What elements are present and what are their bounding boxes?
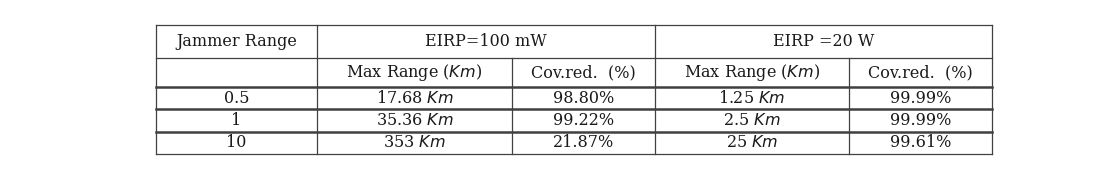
Text: Max Range ($Km$): Max Range ($Km$) — [684, 62, 820, 83]
Text: 98.80%: 98.80% — [552, 90, 614, 107]
Text: 353 $Km$: 353 $Km$ — [383, 134, 446, 151]
Text: EIRP =20 W: EIRP =20 W — [773, 33, 875, 50]
Text: 0.5: 0.5 — [224, 90, 250, 107]
Text: EIRP=100 mW: EIRP=100 mW — [426, 33, 547, 50]
Text: 10: 10 — [226, 134, 246, 151]
Text: 17.68 $Km$: 17.68 $Km$ — [375, 90, 454, 107]
Text: Jammer Range: Jammer Range — [176, 33, 297, 50]
Text: 99.99%: 99.99% — [890, 90, 951, 107]
Text: Cov.red.  (%): Cov.red. (%) — [868, 64, 973, 81]
Text: 99.99%: 99.99% — [890, 112, 951, 129]
Text: Max Range ($Km$): Max Range ($Km$) — [346, 62, 483, 83]
Text: Cov.red.  (%): Cov.red. (%) — [531, 64, 636, 81]
Text: 99.22%: 99.22% — [552, 112, 614, 129]
Text: 1.25 $Km$: 1.25 $Km$ — [718, 90, 785, 107]
Text: 25 $Km$: 25 $Km$ — [726, 134, 778, 151]
Text: 21.87%: 21.87% — [552, 134, 614, 151]
Text: 35.36 $Km$: 35.36 $Km$ — [375, 112, 454, 129]
Text: 1: 1 — [232, 112, 242, 129]
Text: 99.61%: 99.61% — [890, 134, 951, 151]
Text: 2.5 $Km$: 2.5 $Km$ — [724, 112, 781, 129]
